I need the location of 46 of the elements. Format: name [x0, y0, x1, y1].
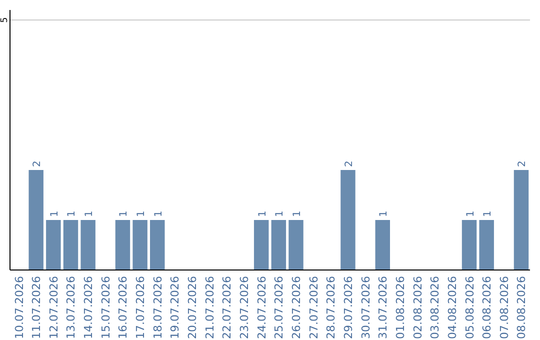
x-tick-label: 20.07.2026: [186, 276, 200, 339]
x-tick-label: 30.07.2026: [359, 276, 372, 339]
x-tick-label: 13.07.2026: [64, 276, 78, 339]
x-tick-label: 25.07.2026: [272, 276, 286, 339]
data-label: 2: [517, 160, 528, 167]
x-tick-label: 03.08.2026: [428, 276, 442, 339]
data-label: 1: [274, 210, 286, 217]
x-tick-label: 15.07.2026: [99, 276, 112, 339]
x-tick-label: 06.08.2026: [480, 276, 494, 339]
x-tick-label: 26.07.2026: [290, 276, 303, 339]
data-label: 1: [465, 210, 476, 217]
x-tick-label: 31.07.2026: [376, 276, 390, 339]
y-tick-label: 5: [0, 17, 10, 23]
x-tick-label: 02.08.2026: [411, 276, 424, 339]
x-tick-label: 01.08.2026: [394, 276, 407, 339]
data-label: 1: [136, 210, 148, 217]
data-label: 1: [482, 210, 494, 217]
x-tick-label: 11.07.2026: [30, 276, 44, 339]
x-tick-label: 29.07.2026: [342, 276, 355, 339]
data-label: 1: [292, 210, 303, 217]
x-tick-label: 17.07.2026: [134, 276, 148, 339]
x-tick-label: 14.07.2026: [82, 276, 96, 339]
x-tick-label: 28.07.2026: [324, 276, 338, 339]
data-label: 1: [66, 210, 78, 217]
data-label: 1: [153, 210, 164, 217]
x-tick-label: 18.07.2026: [151, 276, 164, 339]
x-tick-label: 21.07.2026: [203, 276, 216, 339]
x-tick-label: 05.08.2026: [463, 276, 476, 339]
x-tick-label: 10.07.2026: [12, 276, 26, 339]
data-label: 2: [344, 160, 355, 167]
x-tick-label: 19.07.2026: [168, 276, 182, 339]
x-tick-label: 04.08.2026: [446, 276, 459, 339]
data-label: 1: [257, 210, 268, 217]
x-tick-label: 16.07.2026: [116, 276, 130, 339]
x-tick-label: 24.07.2026: [255, 276, 268, 339]
data-label: 1: [118, 210, 130, 217]
x-tick-label: 12.07.2026: [47, 276, 60, 339]
data-label: 1: [378, 210, 390, 217]
x-tick-label: 08.08.2026: [515, 276, 528, 339]
x-tick-label: 27.07.2026: [307, 276, 320, 339]
x-tick-label: 07.08.2026: [498, 276, 511, 339]
data-label: 1: [49, 210, 60, 217]
data-label: 1: [84, 210, 96, 217]
x-tick-label: 22.07.2026: [220, 276, 234, 339]
data-label: 2: [32, 160, 44, 167]
x-tick-label: 23.07.2026: [238, 276, 252, 339]
